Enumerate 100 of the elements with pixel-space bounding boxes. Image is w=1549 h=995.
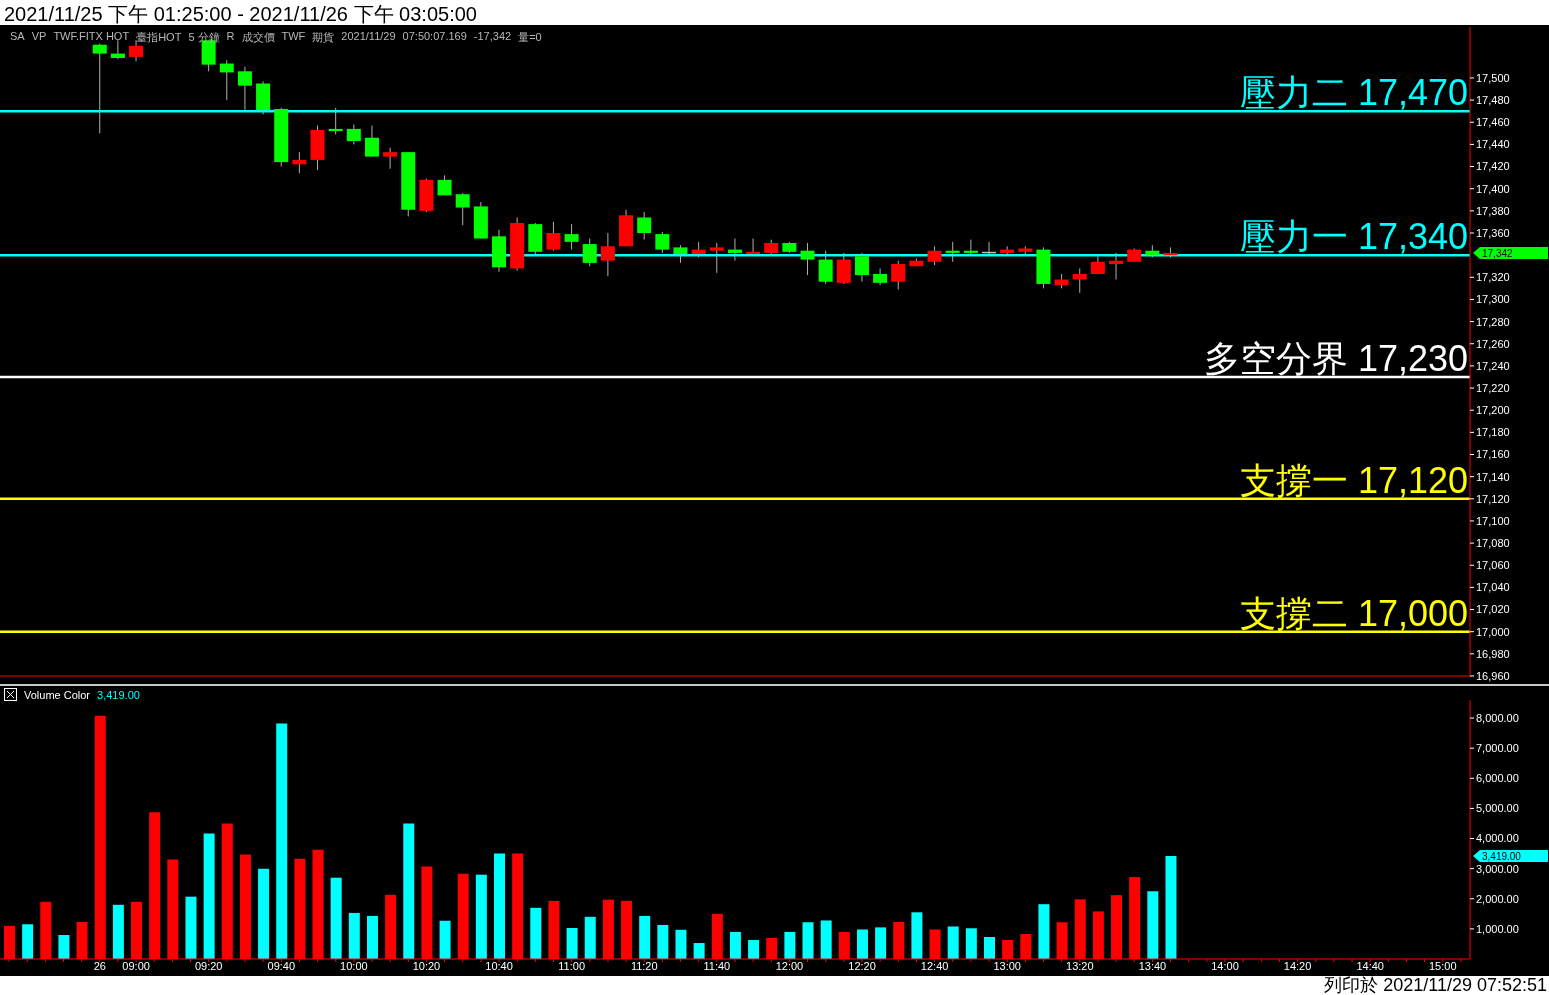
bar: [1038, 904, 1050, 959]
y-tick-label: 6,000.00: [1476, 772, 1519, 785]
x-tick-label: 10:20: [412, 959, 441, 972]
candlestick: [600, 232, 615, 277]
candlestick: [219, 59, 234, 101]
bar: [984, 937, 995, 959]
y-tick-label: 3,000.00: [1476, 862, 1519, 875]
y-tick-label: 17,400: [1476, 182, 1510, 195]
x-tick-label: 12:40: [920, 959, 949, 972]
bar: [112, 904, 124, 959]
bar: [566, 927, 578, 959]
text: 3,419.00: [1482, 851, 1522, 863]
y-tick-label: 17,240: [1476, 359, 1510, 372]
x-tick-label: 13:00: [993, 959, 1021, 972]
x-tick-label: 14:20: [1283, 959, 1312, 972]
y-tick-label: 17,420: [1476, 160, 1510, 173]
y-tick-label: 2,000.00: [1476, 892, 1519, 905]
y-tick-label: 1,000.00: [1476, 922, 1519, 935]
y-tick-label: 17,100: [1476, 514, 1510, 527]
candlestick: [346, 123, 361, 145]
ref-line-label: 支撐一 17,120: [1239, 459, 1468, 501]
text: 列印於 2021/11/29 07:52:51: [1324, 975, 1547, 995]
ref-line-label: 壓力二 17,470: [1239, 72, 1468, 114]
y-tick-label: 17,260: [1476, 337, 1510, 350]
candlestick: [709, 242, 724, 274]
annotation: 5 分鐘: [188, 30, 220, 45]
annotation: 量=0: [518, 30, 542, 45]
candlestick: [328, 107, 343, 135]
candlestick: [292, 151, 307, 174]
bar: [185, 896, 197, 959]
annotation: 成交價: [241, 30, 275, 45]
annotation: R: [226, 30, 235, 44]
bar: [22, 924, 34, 959]
candlestick: [237, 66, 252, 111]
ref-line-label: 支撐二 17,000: [1239, 592, 1468, 634]
y-tick-label: 17,460: [1476, 116, 1510, 129]
x-tick-label: 10:00: [340, 959, 368, 972]
candlestick: [800, 242, 815, 276]
bar: [693, 943, 705, 959]
y-tick-label: 17,080: [1476, 537, 1510, 549]
y-tick-label: 17,180: [1476, 426, 1510, 439]
y-tick-label: 16,980: [1476, 647, 1510, 660]
y-tick-label: 17,300: [1476, 293, 1510, 306]
x-tick-label: 13:40: [1138, 959, 1167, 972]
y-tick-label: 17,000: [1476, 625, 1510, 638]
bar: [911, 912, 923, 959]
bar: [203, 833, 215, 959]
y-tick-label: 17,440: [1476, 138, 1510, 151]
bar: [856, 929, 868, 959]
candlestick: [655, 231, 670, 254]
y-tick-label: 17,220: [1476, 381, 1510, 394]
chart-title: 2021/11/25 下午 01:25:00 - 2021/11/26 下午 03:05:00: [4, 2, 477, 27]
y-tick-label: 17,320: [1476, 271, 1510, 284]
candlestick: [1072, 267, 1087, 294]
bar: [748, 940, 760, 959]
bar: [784, 931, 796, 959]
candlestick: [110, 39, 125, 60]
x-tick-label: 13:20: [1066, 959, 1094, 972]
candlestick: [836, 252, 851, 285]
chart-title: Volume Color: [24, 688, 91, 701]
bar: [675, 929, 687, 959]
y-tick-label: 16,960: [1476, 669, 1510, 682]
annotation: VP: [31, 30, 47, 44]
candlestick: [945, 241, 960, 263]
y-tick-label: 17,380: [1476, 204, 1510, 217]
candlestick: [564, 223, 579, 251]
bar: [475, 874, 487, 959]
y-tick-label: 17,040: [1476, 581, 1510, 594]
bar: [1147, 891, 1159, 959]
bar: [439, 920, 451, 959]
y-tick-label: 17,500: [1476, 71, 1510, 84]
x-tick-label: 09:00: [122, 959, 150, 972]
candlestick: [746, 238, 761, 255]
y-tick-label: 17,480: [1476, 94, 1510, 106]
x-tick-label: 10:40: [485, 959, 513, 972]
x-tick-label: 15:00: [1429, 959, 1457, 972]
x-tick-label: 09:20: [194, 959, 223, 972]
x-tick-label: 09:40: [267, 959, 296, 972]
y-tick-label: 17,020: [1476, 603, 1510, 616]
bar: [330, 877, 342, 959]
candlestick: [927, 245, 942, 266]
annotation: TWF.FITX HOT: [53, 30, 130, 44]
candlestick: [854, 252, 869, 283]
bar: [494, 853, 505, 959]
annotation: TWF: [281, 30, 306, 44]
candlestick: [364, 125, 379, 158]
y-tick-label: 8,000.00: [1476, 711, 1519, 724]
bar: [639, 915, 651, 959]
x-tick-label: 11:20: [630, 959, 658, 972]
x-tick-label: 14:40: [1356, 959, 1384, 972]
x-tick-label: 26: [93, 959, 106, 972]
annotation: 2021/11/29: [341, 30, 396, 44]
x-tick-label: 11:00: [558, 959, 586, 972]
bar: [348, 912, 360, 959]
candlestick: [963, 239, 978, 256]
annotation: SA: [10, 30, 25, 44]
y-tick-label: 17,200: [1476, 404, 1510, 417]
ref-line-label: 壓力一 17,340: [1239, 216, 1468, 258]
x-tick-label: 11:40: [703, 959, 731, 972]
y-tick-label: 4,000.00: [1476, 832, 1519, 845]
